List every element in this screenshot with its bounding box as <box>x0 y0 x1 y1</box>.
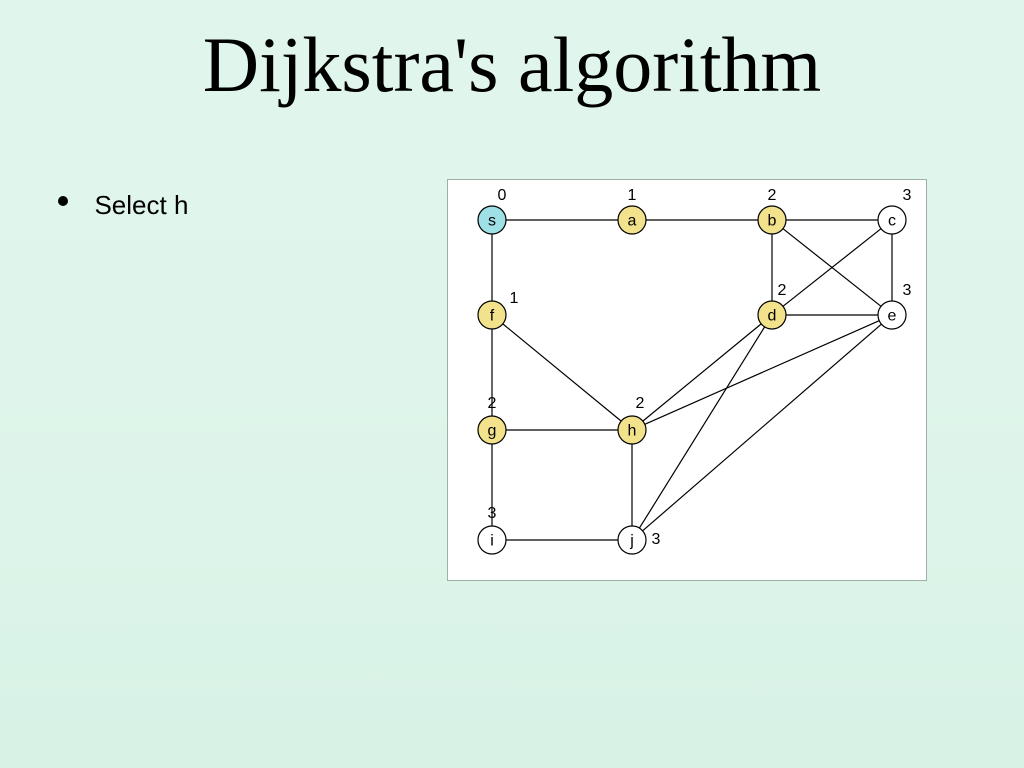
node-label-d: d <box>768 308 777 325</box>
node-label-f: f <box>490 308 495 325</box>
edge-d-h <box>643 324 761 421</box>
graph-panel: s0a1b2c3f1d2e3g2h2i3j3 <box>447 179 927 581</box>
node-dist-i: 3 <box>488 505 497 522</box>
node-label-s: s <box>488 213 496 230</box>
bullet-item: Select h <box>58 190 188 221</box>
page-title: Dijkstra's algorithm <box>0 20 1024 110</box>
node-dist-e: 3 <box>903 282 912 299</box>
node-label-j: j <box>629 533 634 550</box>
node-label-a: a <box>628 213 637 230</box>
graph-svg: s0a1b2c3f1d2e3g2h2i3j3 <box>448 180 926 580</box>
node-label-b: b <box>768 213 777 230</box>
node-label-c: c <box>888 213 896 230</box>
node-label-g: g <box>488 423 497 440</box>
edge-e-h <box>645 321 879 425</box>
edge-f-h <box>503 324 621 421</box>
node-dist-a: 1 <box>628 187 637 204</box>
node-label-e: e <box>888 308 897 325</box>
node-label-h: h <box>628 423 637 440</box>
node-label-i: i <box>490 533 494 550</box>
node-dist-f: 1 <box>510 290 519 307</box>
edge-e-j <box>643 324 882 531</box>
bullet-text: Select h <box>94 190 188 221</box>
node-dist-j: 3 <box>652 531 661 548</box>
node-dist-c: 3 <box>903 187 912 204</box>
node-dist-s: 0 <box>498 187 507 204</box>
node-dist-h: 2 <box>636 395 645 412</box>
node-dist-g: 2 <box>488 395 497 412</box>
node-dist-b: 2 <box>768 187 777 204</box>
edge-d-j <box>639 327 764 528</box>
bullet-dot-icon <box>58 196 68 206</box>
node-dist-d: 2 <box>778 282 787 299</box>
